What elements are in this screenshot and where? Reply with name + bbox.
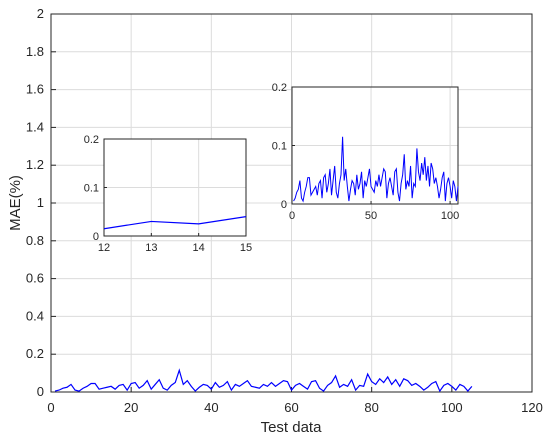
- main-y-tick-label: 0: [37, 384, 44, 399]
- inset-right-y-tick-label: 0.1: [272, 141, 287, 153]
- inset-right-x-tick-label: 0: [289, 210, 295, 222]
- inset-left-series-line: [103, 216, 247, 230]
- main-y-tick-label: 0.4: [26, 308, 44, 323]
- main-y-tick-label: 2: [37, 6, 44, 21]
- main-x-tick-label: 0: [47, 400, 54, 415]
- main-x-tick-label: 20: [124, 400, 138, 415]
- inset-right-x-tick-label: 100: [441, 210, 459, 222]
- inset-left-x-tick-labels: 12 13 14 15: [98, 242, 252, 254]
- main-x-tick-label: 60: [284, 400, 298, 415]
- main-x-tick-labels: 0 20 40 60 80 100 120: [47, 400, 542, 415]
- main-y-tick-label: 1.4: [26, 119, 44, 134]
- inset-right-y-tick-label: 0.2: [272, 82, 287, 94]
- inset-left-y-tick-label: 0.2: [84, 134, 99, 146]
- inset-right: 0 50 100 0 0.1 0.2: [272, 82, 460, 222]
- inset-right-series-line: [293, 136, 459, 203]
- inset-left-x-tick-label: 14: [193, 242, 205, 254]
- main-y-tick-labels: 0 0.2 0.4 0.6 0.8 1 1.2 1.4 1.6 1.8 2: [26, 6, 44, 399]
- inset-left-y-tick-labels: 0 0.1 0.2: [84, 134, 99, 243]
- main-y-tick-label: 1.2: [26, 157, 44, 172]
- inset-left-x-tick-label: 12: [98, 242, 110, 254]
- main-y-tick-label: 1.8: [26, 44, 44, 59]
- main-y-tick-label: 0.6: [26, 271, 44, 286]
- inset-left-x-tick-label: 13: [145, 242, 157, 254]
- main-x-tick-label: 80: [364, 400, 378, 415]
- inset-right-x-tick-labels: 0 50 100: [289, 210, 459, 222]
- inset-right-x-tick-label: 50: [365, 210, 377, 222]
- main-y-tick-label: 1.6: [26, 82, 44, 97]
- y-axis-label: MAE(%): [7, 175, 24, 231]
- inset-left-y-tick-label: 0.1: [84, 183, 99, 195]
- inset-left-frame: [103, 138, 247, 237]
- main-y-tick-label: 0.2: [26, 346, 44, 361]
- main-plot-frame: [50, 13, 533, 393]
- inset-left-x-tick-label: 15: [240, 242, 252, 254]
- inset-right-frame: [291, 86, 459, 205]
- main-x-tick-label: 100: [441, 400, 463, 415]
- inset-left: 12 13 14 15 0 0.1 0.2: [84, 134, 252, 254]
- inset-right-y-tick-label: 0: [281, 199, 287, 211]
- inset-right-y-tick-labels: 0 0.1 0.2: [272, 82, 287, 211]
- main-y-tick-label: 0.8: [26, 233, 44, 248]
- inset-left-y-tick-label: 0: [93, 231, 99, 243]
- main-y-tick-label: 1: [37, 195, 44, 210]
- main-x-tick-label: 120: [521, 400, 543, 415]
- x-axis-label: Test data: [261, 419, 323, 436]
- main-x-tick-label: 40: [204, 400, 218, 415]
- main-series-line: [54, 368, 473, 393]
